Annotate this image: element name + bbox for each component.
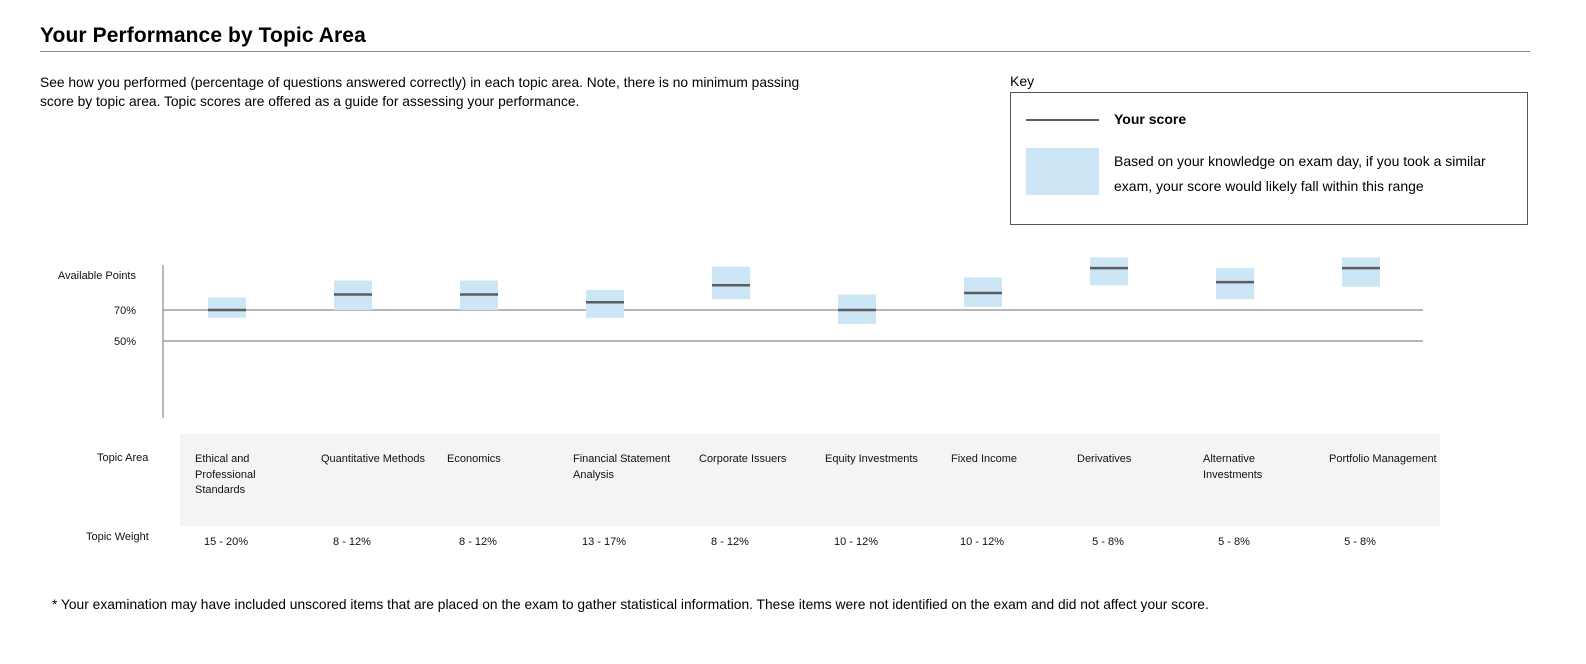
legend-score-line <box>1026 119 1099 121</box>
legend-score-label: Your score <box>1114 111 1187 127</box>
topic-weight-value: 8 - 12% <box>711 536 749 548</box>
y-tick-label: 50% <box>114 336 136 348</box>
topic-area-label: Portfolio Management <box>1329 453 1437 465</box>
topic-weight-value: 10 - 12% <box>833 536 879 548</box>
topic-score-chart: Available Points 70% 50% <box>58 257 1423 418</box>
legend-range-swatch <box>1026 148 1099 195</box>
score-range-bar <box>1342 257 1380 287</box>
topic-weight-value: 15 - 20% <box>203 536 249 548</box>
topic-area-label: Ethical and Professional Standards <box>195 453 256 496</box>
topic-area-label: Quantitative Methods <box>321 453 425 465</box>
topic-area-label: Financial Statement Analysis <box>573 453 671 481</box>
legend-range-label: Based on your knowledge on exam day, if … <box>1114 153 1486 194</box>
score-range-bar <box>208 297 246 318</box>
score-range-bar <box>586 289 624 318</box>
topic-weight-value: 8 - 12% <box>459 536 497 548</box>
topic-weight-value: 5 - 8% <box>1092 536 1124 548</box>
topic-weight-value: 13 - 17% <box>581 536 627 548</box>
topic-area-label: Alternative Investments <box>1203 453 1263 481</box>
topic-area-row-label: Topic Area <box>97 452 149 464</box>
topic-weight-value: 10 - 12% <box>959 536 1005 548</box>
score-range-bar <box>1090 257 1128 286</box>
topic-weight-row-label: Topic Weight <box>86 531 149 543</box>
topic-area-label: Corporate Issuers <box>699 453 787 465</box>
footnote: * Your examination may have included uns… <box>52 597 1209 612</box>
topic-weight-value: 5 - 8% <box>1344 536 1376 548</box>
score-range-bar <box>712 266 750 300</box>
score-range-bar <box>1216 268 1254 300</box>
topic-area-label: Derivatives <box>1077 453 1132 465</box>
topic-area-label: Equity Investments <box>825 453 918 465</box>
topic-area-label: Fixed Income <box>951 453 1018 465</box>
title-divider <box>40 51 1530 52</box>
legend-box: Your score Based on your knowledge on ex… <box>1010 92 1528 225</box>
page-title: Your Performance by Topic Area <box>40 24 366 47</box>
intro-text: See how you performed (percentage of que… <box>40 75 800 109</box>
topic-area-label: Economics <box>447 453 501 465</box>
topic-weight-value: 5 - 8% <box>1218 536 1250 548</box>
key-label: Key <box>1010 73 1035 89</box>
topic-area-band <box>180 434 1440 526</box>
y-tick-label: Available Points <box>58 270 137 282</box>
topic-weight-value: 8 - 12% <box>333 536 371 548</box>
y-tick-label: 70% <box>114 305 136 317</box>
